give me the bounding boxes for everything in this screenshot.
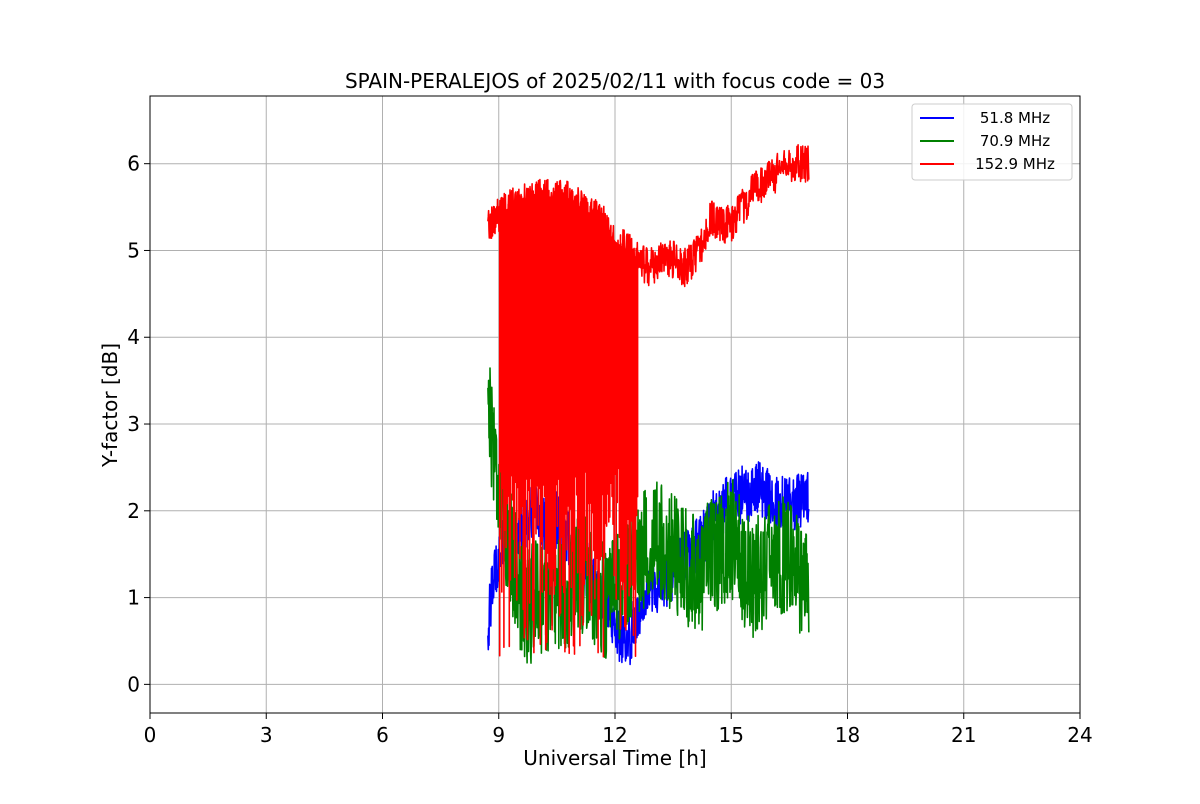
y-tick-label: 0 [127,672,140,696]
x-tick-label: 6 [376,723,389,747]
legend: 51.8 MHz 70.9 MHz 152.9 MHz [911,103,1073,181]
y-tick-label: 1 [127,586,140,610]
y-axis-label: Y-factor [dB] [98,343,122,468]
x-tick-label: 24 [1067,723,1092,747]
x-tick-label: 21 [951,723,976,747]
x-tick-label: 0 [144,723,157,747]
x-tick-label: 3 [260,723,273,747]
series-lines [487,144,810,666]
legend-label: 152.9 MHz [975,155,1055,173]
x-tick-label: 15 [719,723,744,747]
series-line [487,144,810,658]
y-tick-label: 6 [127,152,140,176]
y-tick-label: 2 [127,499,140,523]
x-tick-label: 18 [835,723,860,747]
legend-entries: 51.8 MHz 70.9 MHz 152.9 MHz [920,109,1055,173]
y-tick-label: 3 [127,412,140,436]
legend-label: 51.8 MHz [980,109,1050,127]
x-tick-label: 9 [492,723,505,747]
x-axis-label: Universal Time [h] [523,746,706,770]
chart-title: SPAIN-PERALEJOS of 2025/02/11 with focus… [345,69,885,93]
series-line [487,367,810,664]
legend-box [911,103,1073,181]
x-axis-ticks: 0 3 6 9 12 15 18 21 24 [144,713,1093,747]
y-axis-ticks: 0 1 2 3 4 5 6 [127,152,150,696]
y-tick-label: 5 [127,238,140,262]
y-tick-label: 4 [127,325,140,349]
x-tick-label: 12 [602,723,627,747]
legend-label: 70.9 MHz [980,132,1050,150]
